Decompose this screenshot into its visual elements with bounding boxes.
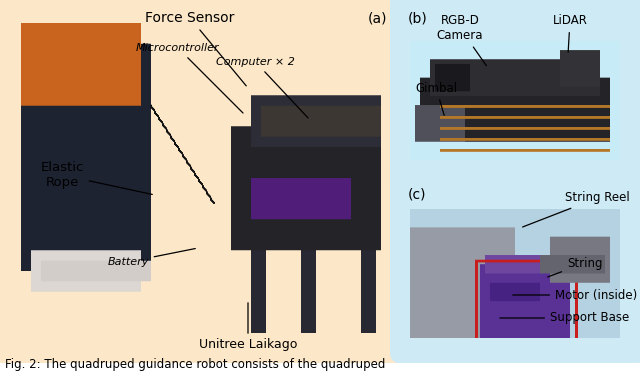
FancyBboxPatch shape xyxy=(390,0,640,185)
Text: Fig. 2: The quadruped guidance robot consists of the quadruped: Fig. 2: The quadruped guidance robot con… xyxy=(5,358,385,371)
Text: Computer × 2: Computer × 2 xyxy=(216,57,308,118)
Text: String Reel: String Reel xyxy=(523,191,630,227)
Text: RGB-D
Camera: RGB-D Camera xyxy=(436,14,486,66)
Text: (a): (a) xyxy=(368,11,387,25)
Text: Support Base: Support Base xyxy=(500,312,629,325)
FancyBboxPatch shape xyxy=(390,169,640,363)
Text: Gimbal: Gimbal xyxy=(415,81,457,115)
Text: LiDAR: LiDAR xyxy=(552,14,588,52)
Text: Force Sensor: Force Sensor xyxy=(145,11,246,86)
Text: (c): (c) xyxy=(408,187,426,201)
Text: Elastic
Rope: Elastic Rope xyxy=(40,161,152,195)
Text: Battery: Battery xyxy=(108,249,195,267)
Text: Motor (inside): Motor (inside) xyxy=(513,288,637,301)
FancyBboxPatch shape xyxy=(0,0,406,363)
Text: Unitree Laikago: Unitree Laikago xyxy=(199,338,297,351)
Text: String: String xyxy=(548,257,602,277)
Text: Microcontroller: Microcontroller xyxy=(136,43,243,113)
Text: (b): (b) xyxy=(408,11,428,25)
